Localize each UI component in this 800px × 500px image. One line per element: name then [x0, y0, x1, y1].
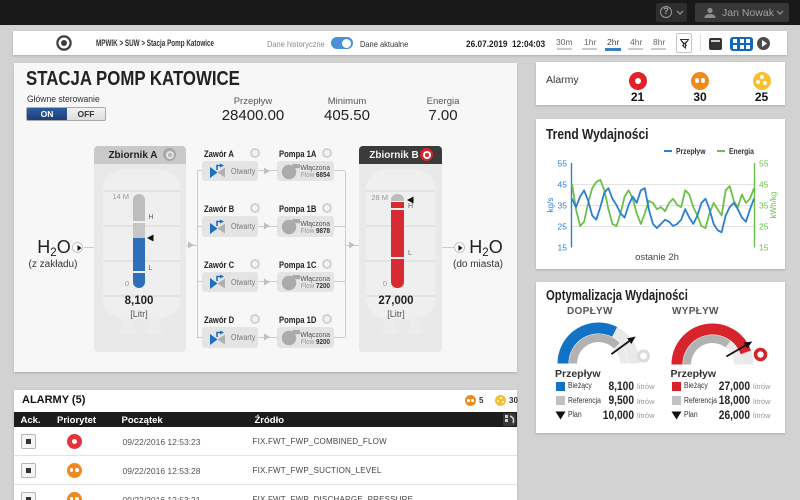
svg-text:55: 55	[759, 159, 769, 169]
svg-text:25: 25	[759, 222, 769, 232]
svg-text:25: 25	[558, 222, 568, 232]
svg-text:35: 35	[558, 201, 568, 211]
svg-text:kg/s: kg/s	[546, 198, 555, 213]
svg-text:45: 45	[558, 180, 568, 190]
svg-text:45: 45	[759, 180, 769, 190]
svg-text:15: 15	[759, 243, 769, 253]
svg-text:35: 35	[759, 201, 769, 211]
svg-text:kWh/kg: kWh/kg	[769, 192, 778, 219]
svg-text:55: 55	[558, 159, 568, 169]
svg-text:15: 15	[558, 243, 568, 253]
